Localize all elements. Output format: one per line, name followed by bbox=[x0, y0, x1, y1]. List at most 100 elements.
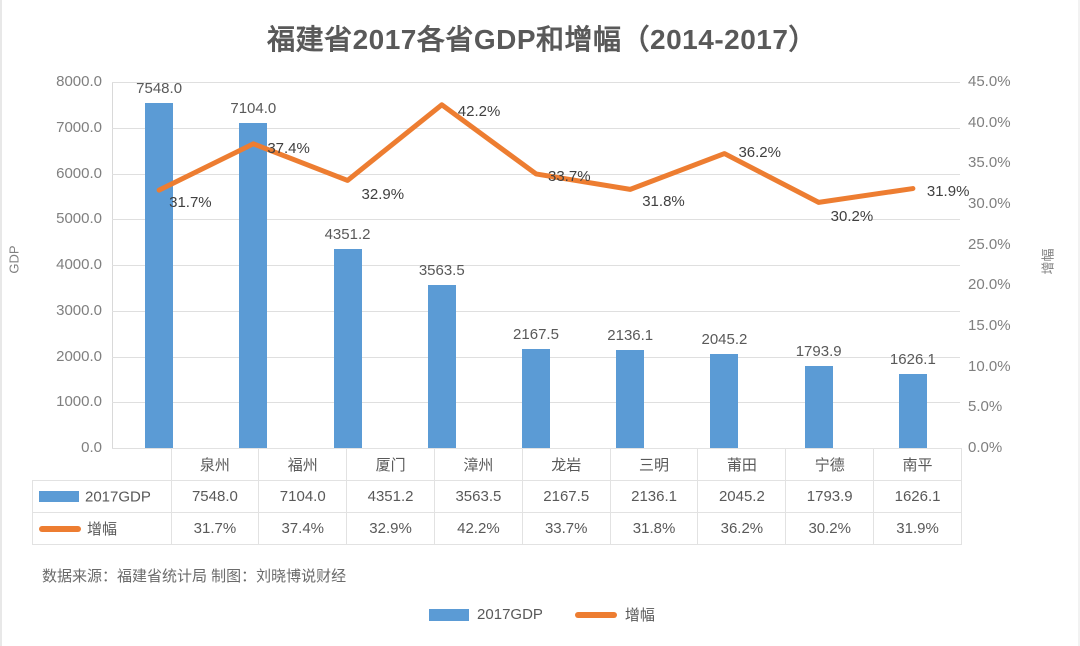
gridline bbox=[112, 82, 960, 83]
legend-line-swatch-icon bbox=[574, 611, 617, 618]
bar-value-label: 7548.0 bbox=[136, 79, 183, 97]
gridline bbox=[112, 265, 960, 266]
y-axis-right-tick-label: 45.0% bbox=[968, 73, 1011, 90]
table-row: 增幅 31.7% 37.4% 32.9% 42.2% 33.7% 31.8% 36.2% 30.… bbox=[32, 512, 962, 545]
y-axis-tick-label: 0.0 bbox=[81, 439, 102, 456]
table-cell: 2167.5 bbox=[521, 480, 611, 513]
bar-value-label: 2045.2 bbox=[701, 331, 748, 349]
table-series-legend-cell: 2017GDP bbox=[32, 480, 172, 513]
line-value-label: 33.7% bbox=[548, 167, 591, 185]
bar bbox=[522, 348, 550, 448]
chart-legend: 2017GDP 增幅 bbox=[2, 604, 1080, 625]
y-axis-tick-label: 1000.0 bbox=[56, 393, 102, 411]
y-axis-right-tick-label: 0.0% bbox=[968, 439, 1003, 456]
bar bbox=[804, 365, 833, 448]
y-axis-right-tick-label: 15.0% bbox=[968, 317, 1011, 334]
legend-item: 增幅 bbox=[574, 604, 655, 625]
table-cell: 30.2% bbox=[785, 512, 875, 545]
bar-value-label: 1626.1 bbox=[889, 350, 936, 368]
y-axis-right-tick-label: 40.0% bbox=[968, 113, 1011, 131]
line-value-label: 31.8% bbox=[642, 193, 685, 211]
line-swatch-icon bbox=[39, 525, 81, 532]
gridline bbox=[112, 310, 960, 312]
plot-area: 7548.0 7104.0 4351.2 3563.5 2167.5 2136.1 2045… bbox=[112, 79, 969, 449]
line-value-label: 36.2% bbox=[738, 143, 781, 161]
bar bbox=[333, 248, 362, 448]
line-value-label: 32.9% bbox=[361, 186, 405, 204]
line-value-label: 31.9% bbox=[926, 182, 970, 200]
line-value-label: 37.4% bbox=[267, 139, 310, 157]
y-axis-right-tick-label: 10.0% bbox=[968, 357, 1011, 375]
table-row: 2017GDP 7548.0 7104.0 4351.2 3563.5 2167.5 213… bbox=[32, 480, 962, 513]
table-cell: 31.9% bbox=[873, 512, 962, 545]
table-column-header: 福州 bbox=[258, 448, 348, 481]
legend-bar-swatch-icon bbox=[429, 608, 470, 621]
bar bbox=[239, 123, 268, 448]
table-column-header: 三明 bbox=[609, 448, 699, 481]
table-cell: 7104.0 bbox=[258, 480, 348, 513]
bar-swatch-icon bbox=[39, 491, 79, 503]
table-series-label: 2017GDP bbox=[85, 488, 151, 506]
bar-value-label: 3563.5 bbox=[418, 261, 465, 279]
table-column-header: 南平 bbox=[873, 448, 962, 481]
y-axis-tick-label: 2000.0 bbox=[56, 347, 102, 365]
table-cell: 36.2% bbox=[697, 512, 787, 545]
table-cell: 31.7% bbox=[170, 512, 260, 545]
table-header-row: 泉州 福州 厦门 漳州 龙岩 三明 莆田 宁德 南平 bbox=[33, 448, 962, 481]
y-axis-right-tick-label: 30.0% bbox=[968, 195, 1011, 212]
table-column-header: 漳州 bbox=[433, 448, 523, 481]
table-cell: 1793.9 bbox=[785, 480, 875, 513]
table-series-label: 增幅 bbox=[87, 521, 118, 538]
table-column-header: 泉州 bbox=[170, 448, 260, 481]
legend-label: 2017GDP bbox=[477, 606, 543, 623]
table-cell: 37.4% bbox=[258, 512, 348, 545]
table-series-legend-cell: 增幅 bbox=[32, 512, 172, 545]
y-axis-right-tick-label: 25.0% bbox=[968, 235, 1011, 253]
table-cell: 1626.1 bbox=[873, 480, 962, 513]
data-table: 泉州 福州 厦门 漳州 龙岩 三明 莆田 宁德 南平 2017GDP 7548.0 7104.0 43… bbox=[32, 448, 962, 545]
table-column-header: 龙岩 bbox=[521, 448, 611, 481]
left-axis-tick-group: 0.0 1000.0 2000.0 3000.0 4000.0 5000.0 6000.0 7… bbox=[2, 73, 102, 456]
y-axis-tick-label: 3000.0 bbox=[56, 301, 102, 319]
table-cell: 32.9% bbox=[346, 512, 435, 545]
bar bbox=[145, 102, 174, 448]
table-corner-cell bbox=[33, 449, 172, 481]
y-axis-right-tick-label: 35.0% bbox=[968, 154, 1011, 172]
source-note: 数据来源：福建省统计局 制图：刘晓博说财经 bbox=[42, 568, 347, 585]
table-cell: 2045.2 bbox=[697, 480, 787, 513]
bar bbox=[710, 354, 739, 448]
table-column-header: 莆田 bbox=[697, 448, 787, 481]
table-column-header: 宁德 bbox=[785, 448, 875, 481]
bar-value-label: 2136.1 bbox=[607, 327, 654, 345]
bar bbox=[898, 373, 927, 448]
table-cell: 4351.2 bbox=[346, 480, 435, 513]
y-axis-tick-label: 8000.0 bbox=[56, 73, 102, 90]
bar-value-label: 1793.9 bbox=[795, 342, 842, 360]
table-body: 2017GDP 7548.0 7104.0 4351.2 3563.5 2167.5 213… bbox=[32, 480, 962, 545]
table-cell: 31.8% bbox=[609, 512, 699, 545]
y-axis-tick-label: 5000.0 bbox=[56, 210, 102, 228]
table-cell: 33.7% bbox=[521, 512, 611, 545]
table-cell: 2136.1 bbox=[609, 480, 699, 513]
y-axis-tick-label: 4000.0 bbox=[56, 256, 102, 273]
y-axis-right-tick-label: 20.0% bbox=[968, 276, 1011, 294]
right-axis-tick-group: 0.0% 5.0% 10.0% 15.0% 20.0% 25.0% 30.0% 35.0% 40… bbox=[968, 73, 1078, 456]
line-value-label: 42.2% bbox=[457, 102, 501, 120]
y-axis-tick-label: 7000.0 bbox=[56, 118, 102, 136]
line-value-label: 31.7% bbox=[169, 194, 212, 212]
y-axis-tick-label: 6000.0 bbox=[56, 164, 102, 182]
bar bbox=[427, 284, 456, 448]
table-column-header: 厦门 bbox=[346, 448, 435, 481]
line-value-label: 30.2% bbox=[830, 208, 874, 226]
y-axis-title-left: GDP bbox=[6, 245, 22, 274]
chart-title: 福建省2017各省GDP和增幅（2014-2017） bbox=[267, 24, 817, 55]
table-cell: 3563.5 bbox=[433, 480, 523, 513]
legend-label: 增幅 bbox=[624, 607, 655, 624]
y-axis-title-right: 增幅 bbox=[1040, 248, 1056, 275]
bar-value-label: 7104.0 bbox=[230, 99, 277, 117]
y-axis-right-tick-label: 5.0% bbox=[968, 398, 1003, 416]
bar-value-label: 2167.5 bbox=[513, 325, 559, 343]
bar-value-label: 4351.2 bbox=[324, 225, 371, 243]
legend-item: 2017GDP bbox=[429, 606, 543, 623]
bar bbox=[616, 350, 645, 448]
